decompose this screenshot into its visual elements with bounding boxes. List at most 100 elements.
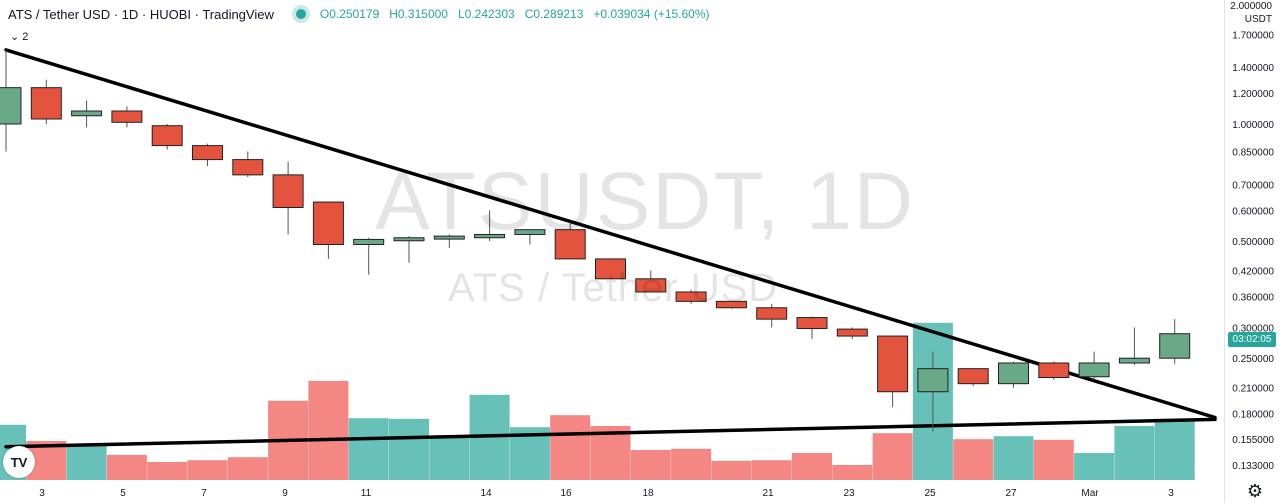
volume-bar xyxy=(751,460,792,480)
volume-bar xyxy=(389,418,429,480)
volume-bar xyxy=(308,381,349,480)
price-tick-label: 0.155000 xyxy=(1232,435,1274,446)
countdown-badge: 03:02:05 xyxy=(1228,332,1276,347)
time-tick-label: 7 xyxy=(201,488,207,499)
gear-icon[interactable]: ⚙ xyxy=(1246,481,1264,501)
candle-body xyxy=(393,237,425,242)
candle-body xyxy=(554,229,586,260)
price-tick-label: 0.210000 xyxy=(1232,384,1274,395)
indicators-toggle[interactable]: ⌄ 2 xyxy=(10,30,28,43)
candle-body xyxy=(474,233,506,239)
indicator-count: 2 xyxy=(22,31,29,43)
volume-bar xyxy=(1114,426,1155,480)
price-tick-label: 1.000000 xyxy=(1232,120,1274,131)
price-tick-label: 0.850000 xyxy=(1232,147,1274,158)
price-tick-label: 0.360000 xyxy=(1232,293,1274,304)
price-tick-label: 0.250000 xyxy=(1232,354,1274,365)
candle-body xyxy=(272,174,304,209)
volume-bar xyxy=(106,454,147,480)
volume-bar xyxy=(671,448,712,480)
price-tick-label: 0.133000 xyxy=(1232,461,1274,472)
volume-bar xyxy=(187,460,228,480)
volume-bar xyxy=(1074,453,1115,480)
candle-body xyxy=(111,110,143,123)
volume-bar xyxy=(832,465,873,480)
price-tick-label: 0.500000 xyxy=(1232,237,1274,248)
volume-bar xyxy=(66,444,107,480)
candle-body xyxy=(1159,333,1191,359)
price-tick-label: 1.700000 xyxy=(1232,30,1274,41)
candle-body xyxy=(595,258,626,280)
time-tick-label: 11 xyxy=(361,488,372,499)
ohlc-open: O0.250179 xyxy=(319,7,380,21)
time-tick-label: 21 xyxy=(762,488,774,499)
time-tick-label: 5 xyxy=(120,488,126,499)
price-tick-label: 1.200000 xyxy=(1232,89,1274,100)
candle-body xyxy=(192,145,223,161)
candle-body xyxy=(836,328,868,337)
volume-bar xyxy=(993,436,1034,480)
volume-bar xyxy=(1154,418,1195,480)
time-tick-label: 27 xyxy=(1005,488,1017,499)
market-status-icon xyxy=(295,9,306,19)
price-axis-header[interactable]: 2.000000 USDT xyxy=(1230,0,1272,26)
time-tick-label: 18 xyxy=(642,488,654,499)
candle-body xyxy=(232,159,264,176)
price-tick-label: 0.700000 xyxy=(1232,180,1274,191)
candle-body xyxy=(877,335,909,393)
time-tick-label: 3 xyxy=(1168,488,1174,499)
time-tick-label: 16 xyxy=(560,488,572,499)
trendline xyxy=(4,417,1217,449)
volume-bars xyxy=(0,322,1195,480)
trendlines xyxy=(4,48,1217,449)
chevron-down-icon: ⌄ xyxy=(10,31,20,43)
candle-body xyxy=(957,368,989,385)
ohlc-close: C0.289213 xyxy=(524,7,584,21)
price-tick-label: 0.600000 xyxy=(1232,206,1274,217)
volume-bar xyxy=(872,433,913,480)
candle-body xyxy=(917,368,949,393)
time-axis-labels: 3 5 7 9 11 14 16 18 21 23 25 27 Mar 3 xyxy=(39,488,1174,499)
price-tick-label: 0.420000 xyxy=(1232,267,1274,278)
time-tick-label: 9 xyxy=(282,488,288,499)
ohlc-high: H0.315000 xyxy=(389,7,448,21)
candle-body xyxy=(353,238,385,246)
ohlc-change: +0.039034 (+15.60%) xyxy=(593,7,710,21)
axis-top-label: 2.000000 xyxy=(1230,1,1272,12)
chart-header: ATS / Tether USD · 1D · HUOBI · TradingV… xyxy=(0,0,720,28)
candle-body xyxy=(433,235,465,240)
time-tick-label: 3 xyxy=(39,488,45,499)
candle-body xyxy=(998,362,1029,385)
candle-body xyxy=(796,317,828,330)
candle-body xyxy=(71,110,103,117)
time-tick-label: Mar xyxy=(1081,488,1099,499)
candlesticks xyxy=(0,49,1191,432)
time-tick-label: 23 xyxy=(843,488,855,499)
time-tick-label: 14 xyxy=(480,488,492,499)
candle-body xyxy=(715,300,747,309)
candle-body xyxy=(30,87,62,120)
candle-body xyxy=(756,307,788,320)
symbol-title[interactable]: ATS / Tether USD · 1D · HUOBI · TradingV… xyxy=(8,6,274,22)
volume-bar xyxy=(711,460,752,480)
candle-body xyxy=(1078,362,1110,378)
volume-bar xyxy=(227,457,268,480)
time-tick-label: 25 xyxy=(924,488,936,499)
price-tick-label: 0.300000 xyxy=(1232,323,1274,334)
candle-body xyxy=(151,125,183,147)
volume-bar xyxy=(147,462,188,480)
volume-bar xyxy=(550,415,591,480)
tradingview-logo[interactable]: TV xyxy=(3,446,35,478)
price-axis-labels: 1.700000 1.400000 1.200000 1.000000 0.850000… xyxy=(1232,30,1274,471)
currency-label: USDT xyxy=(1244,14,1272,25)
candle-body xyxy=(635,278,667,293)
watermark-symbol: ATSUSDT, 1D xyxy=(375,156,915,247)
candle-body xyxy=(0,87,22,125)
candle-body xyxy=(675,291,707,302)
watermark-name: ATS / Tether USD xyxy=(448,266,779,310)
candle-body xyxy=(1038,362,1070,379)
candle-body xyxy=(1118,357,1150,364)
volume-bar xyxy=(1033,439,1074,480)
price-tick-label: 0.180000 xyxy=(1232,410,1274,421)
